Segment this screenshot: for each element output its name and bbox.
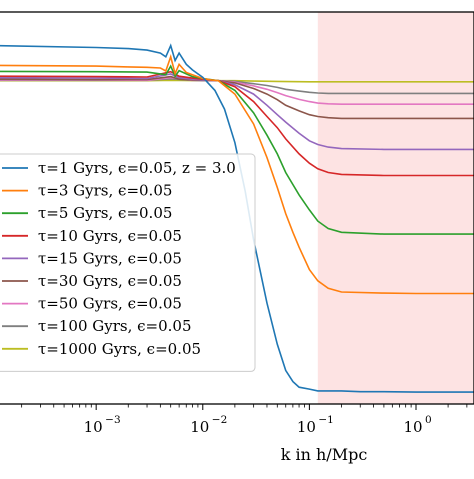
x-tick-base: 10 bbox=[403, 418, 422, 436]
x-tick-base: 10 bbox=[190, 418, 209, 436]
legend-label: τ=15 Gyrs, ϵ=0.05 bbox=[38, 249, 182, 267]
legend-entry-5: τ=15 Gyrs, ϵ=0.05 bbox=[2, 249, 182, 267]
x-axis-label: k in h/Mpc bbox=[281, 445, 368, 464]
legend-entry-3: τ=5 Gyrs, ϵ=0.05 bbox=[2, 204, 172, 222]
legend-entry-2: τ=3 Gyrs, ϵ=0.05 bbox=[2, 182, 172, 200]
x-tick-exponent: −3 bbox=[105, 414, 120, 426]
legend-label: τ=5 Gyrs, ϵ=0.05 bbox=[38, 204, 172, 222]
legend-entry-9: τ=1000 Gyrs, ϵ=0.05 bbox=[2, 340, 201, 358]
x-tick-exponent: 0 bbox=[425, 414, 432, 426]
x-tick-label-4: 10 0 bbox=[403, 414, 431, 436]
series-line-3 bbox=[0, 64, 474, 235]
series-line-5 bbox=[0, 73, 474, 151]
legend-label: τ=100 Gyrs, ϵ=0.05 bbox=[38, 317, 192, 335]
legend-label: τ=1 Gyrs, ϵ=0.05, z = 3.0 bbox=[38, 159, 236, 177]
legend-entry-6: τ=30 Gyrs, ϵ=0.05 bbox=[2, 272, 182, 290]
x-tick-exponent: −2 bbox=[212, 414, 227, 426]
series-line-2 bbox=[0, 54, 474, 295]
x-tick-label-3: 10 −1 bbox=[297, 414, 334, 436]
legend-label: τ=50 Gyrs, ϵ=0.05 bbox=[38, 295, 182, 313]
legend-label: τ=10 Gyrs, ϵ=0.05 bbox=[38, 227, 182, 245]
series-line-8 bbox=[0, 77, 474, 95]
plot-frame bbox=[0, 11, 474, 405]
x-tick-label-2: 10 −2 bbox=[190, 414, 227, 436]
shaded-region bbox=[317, 12, 474, 404]
legend-entry-7: τ=50 Gyrs, ϵ=0.05 bbox=[2, 295, 182, 313]
legend-entry-1: τ=1 Gyrs, ϵ=0.05, z = 3.0 bbox=[2, 159, 236, 177]
legend-entry-4: τ=10 Gyrs, ϵ=0.05 bbox=[2, 227, 182, 245]
x-tick-base: 10 bbox=[84, 418, 103, 436]
x-tick-label-1: 10 −3 bbox=[84, 414, 121, 436]
legend-label: τ=1000 Gyrs, ϵ=0.05 bbox=[38, 340, 201, 358]
legend-box bbox=[0, 153, 256, 372]
x-tick-base: 10 bbox=[297, 418, 316, 436]
x-tick-exponent: −1 bbox=[318, 414, 333, 426]
legend-label: τ=3 Gyrs, ϵ=0.05 bbox=[38, 182, 172, 200]
legend-entry-8: τ=100 Gyrs, ϵ=0.05 bbox=[2, 317, 192, 335]
legend-label: τ=30 Gyrs, ϵ=0.05 bbox=[38, 272, 182, 290]
series-line-6 bbox=[0, 75, 474, 120]
